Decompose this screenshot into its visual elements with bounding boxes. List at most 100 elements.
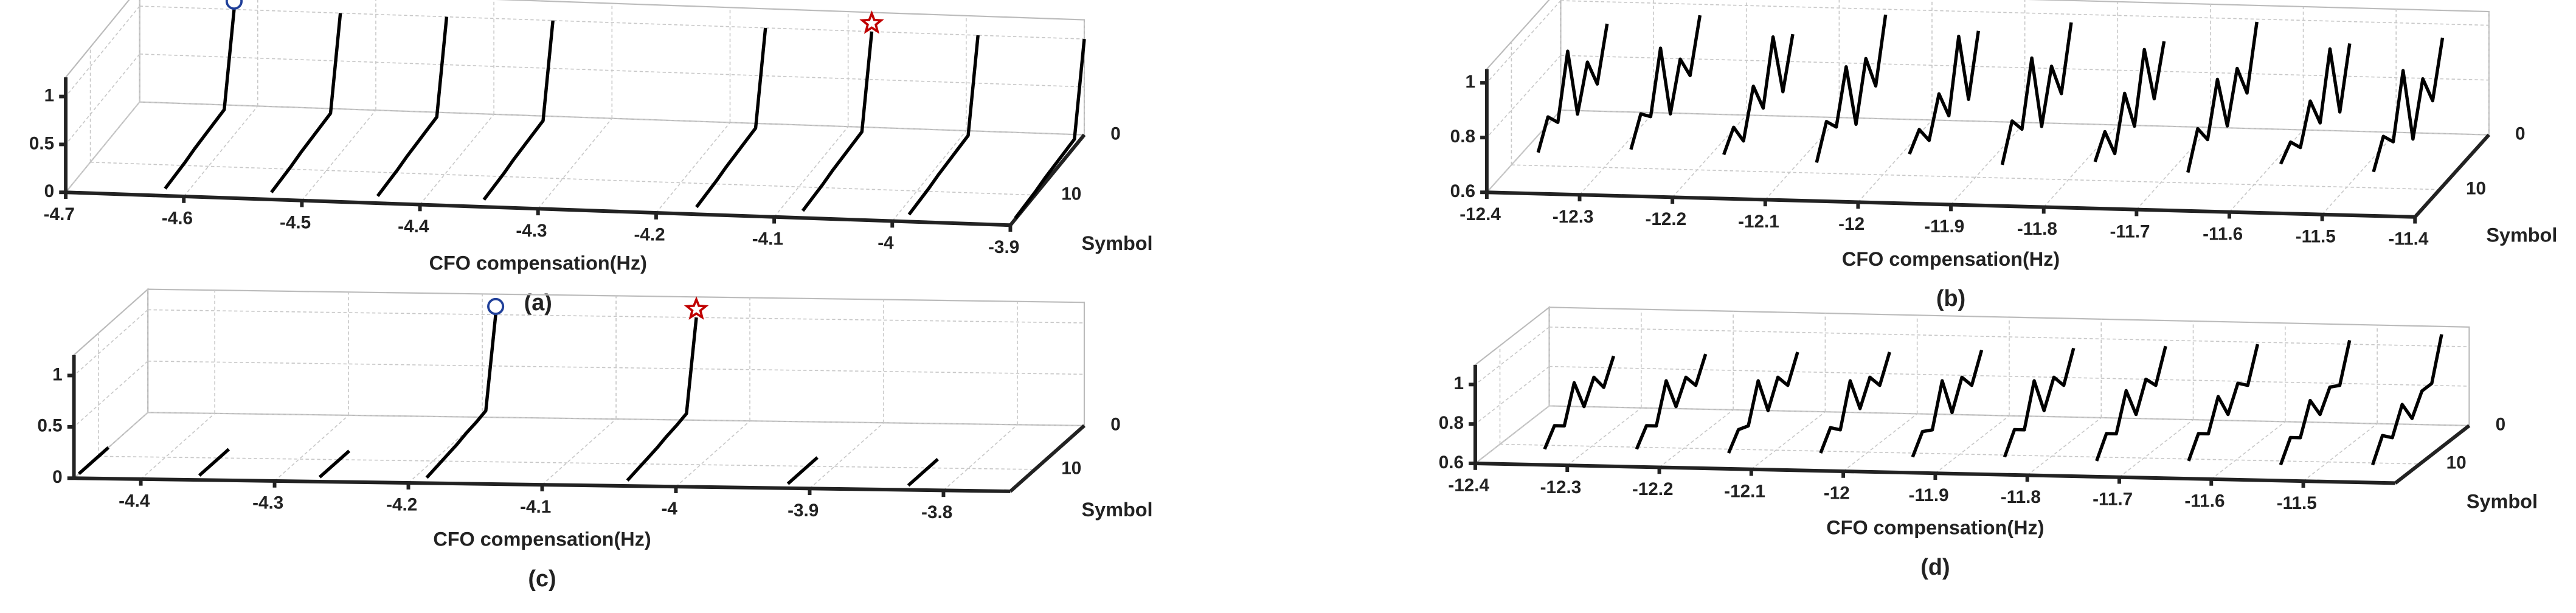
x-axis-label: CFO compensation(Hz): [429, 252, 647, 274]
x-tick-label: -11.5: [2296, 226, 2336, 246]
z-tick-label: 0.6: [1450, 181, 1475, 201]
caption: (a): [524, 290, 552, 316]
y-axis: [2394, 424, 2471, 485]
x-tick-label: -4.1: [752, 229, 783, 249]
grid-line: [1659, 409, 1734, 468]
x-axis-label: CFO compensation(Hz): [1842, 248, 2060, 270]
grid-line: [2027, 417, 2102, 476]
grid-line: [148, 361, 1085, 375]
z-tick-label: 0: [52, 467, 63, 487]
trace: [2279, 43, 2352, 165]
y-tick-label: 10: [1061, 459, 1081, 479]
trace: [1819, 352, 1891, 454]
y-axis-label: Symbol: [2486, 224, 2557, 246]
grid-line: [809, 422, 884, 489]
grid-line: [74, 309, 148, 376]
y-axis: [2414, 133, 2491, 218]
x-tick-label: -4.4: [398, 216, 429, 237]
x-tick-label: -11.7: [2093, 489, 2133, 509]
trace: [1908, 30, 1980, 155]
x-tick-label: -12.2: [1646, 209, 1687, 229]
trace: [482, 20, 555, 201]
y-axis-label: Symbol: [1082, 232, 1153, 254]
x-tick-label: -11.9: [1924, 216, 1964, 237]
trace: [270, 13, 342, 193]
trace: [2370, 334, 2443, 466]
x-tick-label: -4.2: [386, 495, 417, 515]
z-tick-label: 1: [1454, 373, 1464, 393]
x-tick-label: -12: [1838, 214, 1864, 234]
z-tick-label: 0.8: [1450, 126, 1475, 147]
x-tick-label: -11.6: [2203, 224, 2243, 244]
grid-line: [1857, 119, 1933, 203]
x-tick-label: -11.5: [2277, 493, 2317, 513]
x-tick-label: -11.8: [2001, 487, 2041, 507]
grid-line: [2043, 124, 2118, 208]
grid-line: [1486, 0, 1562, 83]
grid-line: [1486, 55, 1562, 138]
y-tick-label: 0: [1110, 124, 1121, 144]
y-tick-label: 10: [1061, 184, 1081, 204]
grid-line: [1486, 109, 1562, 193]
grid-line: [1475, 365, 1550, 424]
trace: [695, 27, 767, 209]
y-tick-label: 10: [2466, 179, 2486, 199]
trace: [1014, 38, 1086, 220]
x-tick-label: -4: [661, 499, 677, 519]
x-tick-label: -11.4: [2388, 229, 2429, 249]
trace: [198, 448, 230, 477]
grid-line: [2303, 423, 2378, 482]
side-wall: [73, 288, 149, 480]
trace: [2003, 347, 2076, 458]
x-tick-label: -12.4: [1459, 204, 1501, 224]
grid-line: [148, 309, 1085, 324]
grid-line: [892, 130, 967, 222]
marker-star: [859, 10, 884, 34]
trace: [376, 16, 449, 197]
grid-line: [2322, 132, 2397, 215]
grid-line: [1843, 413, 1918, 472]
x-tick-label: -11.6: [2184, 491, 2225, 511]
grid-line: [148, 412, 1085, 426]
x-axis: [74, 476, 1011, 493]
x-tick-label: -3.8: [921, 502, 952, 522]
trace: [2187, 344, 2260, 462]
y-tick-label: 0: [2496, 415, 2506, 435]
x-tick-label: -11.9: [1909, 485, 1949, 505]
grid-line: [74, 361, 148, 428]
grid-line: [1950, 122, 2026, 206]
trace: [1629, 15, 1702, 150]
grid-line: [1475, 327, 1550, 385]
marker-circle: [487, 297, 505, 315]
grid-line: [139, 54, 1085, 88]
x-tick-label: -4.6: [162, 209, 193, 229]
x-tick-label: -4: [878, 233, 894, 253]
x-tick-label: -12.2: [1632, 479, 1674, 499]
grid-line: [656, 122, 731, 213]
grid-line: [1500, 443, 2420, 465]
caption: (b): [1936, 286, 1965, 311]
x-tick-label: -4.3: [516, 221, 547, 241]
grid-line: [90, 161, 1035, 196]
x-tick-label: -4.5: [280, 212, 311, 232]
x-tick-label: -4.3: [252, 493, 283, 513]
grid-line: [774, 126, 849, 218]
grid-line: [183, 105, 258, 197]
grid-line: [139, 101, 1085, 136]
grid-line: [2119, 419, 2194, 478]
grid-line: [2211, 421, 2286, 480]
grid-line: [139, 5, 1085, 40]
grid-line: [1549, 326, 2470, 347]
grid-line: [1765, 117, 1840, 200]
trace: [1727, 352, 1799, 454]
x-axis: [1475, 462, 2395, 485]
trace: [786, 456, 819, 485]
grid-line: [140, 413, 215, 480]
trace: [1911, 349, 1984, 458]
x-axis: [65, 190, 1011, 227]
trace: [1536, 23, 1609, 153]
trace: [1543, 355, 1616, 450]
trace: [2093, 41, 2166, 162]
grid-line: [1549, 365, 2470, 387]
